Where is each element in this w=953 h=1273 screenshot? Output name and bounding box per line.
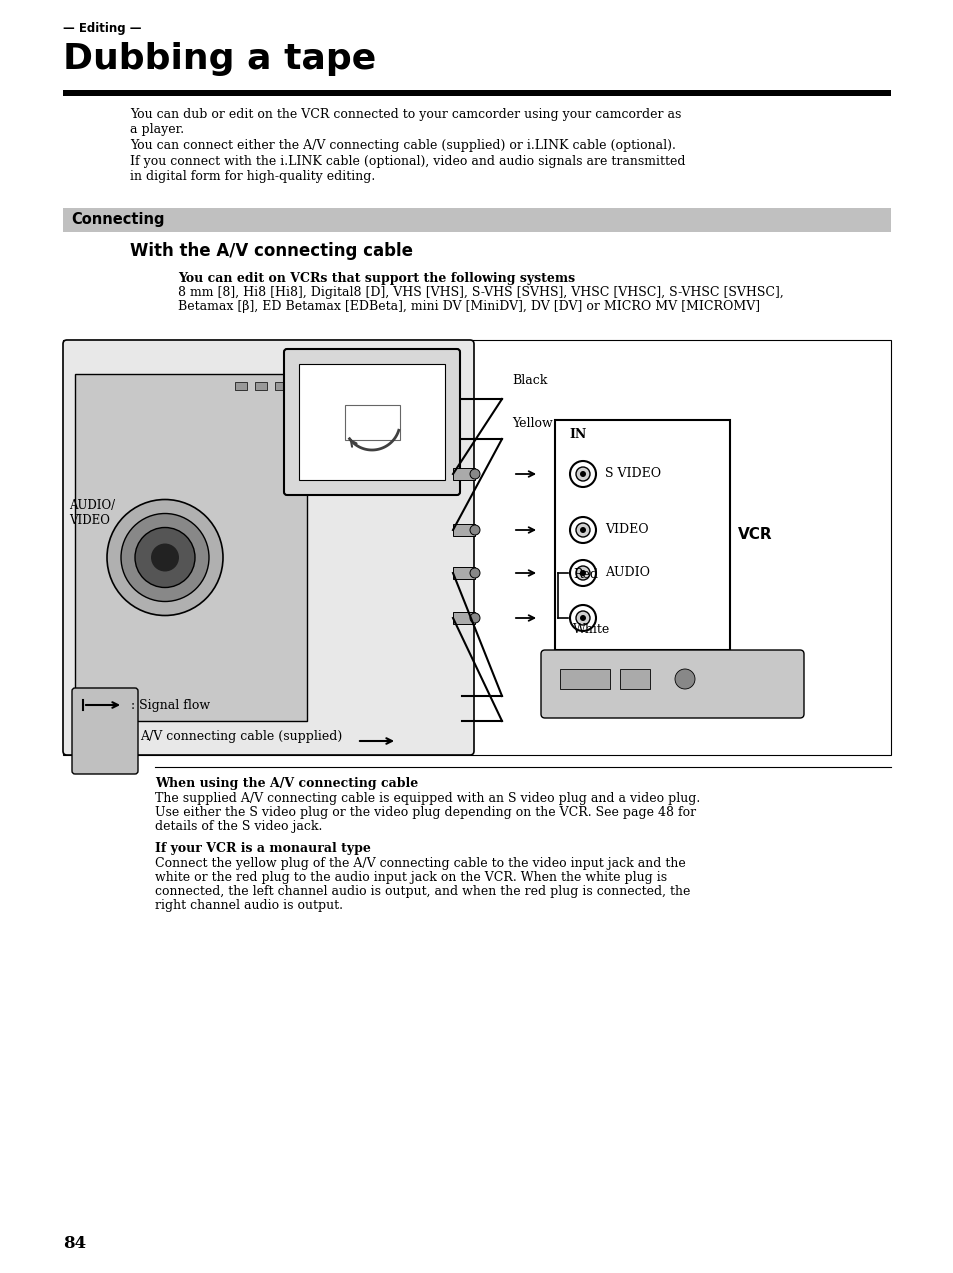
Bar bbox=[63, 340, 890, 755]
Circle shape bbox=[569, 517, 596, 544]
Text: A/V connecting cable (supplied): A/V connecting cable (supplied) bbox=[140, 729, 342, 743]
Text: : Signal flow: : Signal flow bbox=[131, 699, 210, 712]
Bar bbox=[234, 382, 247, 390]
Circle shape bbox=[576, 566, 589, 580]
Bar bbox=[453, 612, 475, 624]
Text: White: White bbox=[573, 622, 610, 636]
Text: AUDIO: AUDIO bbox=[604, 566, 649, 579]
FancyBboxPatch shape bbox=[540, 651, 803, 718]
Circle shape bbox=[576, 611, 589, 625]
Text: in digital form for high-quality editing.: in digital form for high-quality editing… bbox=[130, 171, 375, 183]
Circle shape bbox=[121, 513, 209, 602]
Text: When using the A/V connecting cable: When using the A/V connecting cable bbox=[154, 777, 417, 791]
Circle shape bbox=[579, 615, 585, 621]
Circle shape bbox=[135, 527, 194, 588]
Circle shape bbox=[569, 560, 596, 586]
Circle shape bbox=[576, 467, 589, 481]
Bar bbox=[453, 566, 475, 579]
Circle shape bbox=[470, 614, 479, 622]
Circle shape bbox=[579, 527, 585, 533]
Bar bbox=[345, 405, 399, 440]
Text: If you connect with the i.LINK cable (optional), video and audio signals are tra: If you connect with the i.LINK cable (op… bbox=[130, 154, 685, 168]
Bar bbox=[453, 468, 475, 480]
Text: If your VCR is a monaural type: If your VCR is a monaural type bbox=[154, 841, 371, 855]
Text: You can dub or edit on the VCR connected to your camcorder using your camcorder : You can dub or edit on the VCR connected… bbox=[130, 108, 680, 121]
FancyBboxPatch shape bbox=[63, 340, 474, 755]
Bar bbox=[453, 524, 475, 536]
Circle shape bbox=[470, 468, 479, 479]
Text: Connecting: Connecting bbox=[71, 213, 164, 227]
Text: Connect the yellow plug of the A/V connecting cable to the video input jack and : Connect the yellow plug of the A/V conne… bbox=[154, 857, 685, 869]
Text: You can edit on VCRs that support the following systems: You can edit on VCRs that support the fo… bbox=[178, 272, 575, 285]
Text: Yellow: Yellow bbox=[512, 418, 552, 430]
Text: Use either the S video plug or the video plug depending on the VCR. See page 48 : Use either the S video plug or the video… bbox=[154, 806, 696, 819]
Bar bbox=[63, 207, 890, 232]
Text: 84: 84 bbox=[63, 1235, 86, 1253]
Text: VIDEO: VIDEO bbox=[604, 523, 648, 536]
Bar bbox=[254, 382, 267, 390]
Circle shape bbox=[470, 524, 479, 535]
Bar bbox=[619, 670, 649, 689]
Text: right channel audio is output.: right channel audio is output. bbox=[154, 899, 343, 911]
Circle shape bbox=[151, 544, 179, 572]
Circle shape bbox=[569, 605, 596, 631]
Circle shape bbox=[470, 568, 479, 578]
Text: white or the red plug to the audio input jack on the VCR. When the white plug is: white or the red plug to the audio input… bbox=[154, 871, 666, 883]
Circle shape bbox=[579, 570, 585, 575]
Circle shape bbox=[576, 523, 589, 537]
Bar bbox=[63, 90, 890, 95]
FancyBboxPatch shape bbox=[71, 687, 138, 774]
Text: 8 mm [8], Hi8 [Hi8], Digital8 [D], VHS [VHS], S-VHS [SVHS], VHSC [VHSC], S-VHSC : 8 mm [8], Hi8 [Hi8], Digital8 [D], VHS [… bbox=[178, 286, 783, 299]
Circle shape bbox=[569, 461, 596, 488]
Text: Betamax [β], ED Betamax [EDBeta], mini DV [MiniDV], DV [DV] or MICRO MV [MICROMV: Betamax [β], ED Betamax [EDBeta], mini D… bbox=[178, 300, 760, 313]
Bar bbox=[555, 420, 729, 651]
Circle shape bbox=[579, 471, 585, 477]
Text: Black: Black bbox=[512, 374, 547, 387]
Text: details of the S video jack.: details of the S video jack. bbox=[154, 820, 322, 833]
Text: Red: Red bbox=[573, 568, 598, 580]
Text: Dubbing a tape: Dubbing a tape bbox=[63, 42, 375, 76]
Bar bbox=[559, 670, 609, 689]
Text: The supplied A/V connecting cable is equipped with an S video plug and a video p: The supplied A/V connecting cable is equ… bbox=[154, 792, 700, 805]
Text: connected, the left channel audio is output, and when the red plug is connected,: connected, the left channel audio is out… bbox=[154, 885, 690, 897]
Bar bbox=[75, 374, 307, 721]
Text: With the A/V connecting cable: With the A/V connecting cable bbox=[130, 242, 413, 260]
Text: IN: IN bbox=[568, 428, 586, 440]
Circle shape bbox=[107, 499, 223, 616]
Text: S VIDEO: S VIDEO bbox=[604, 467, 660, 480]
Text: You can connect either the A/V connecting cable (supplied) or i.LINK cable (opti: You can connect either the A/V connectin… bbox=[130, 139, 675, 151]
Circle shape bbox=[675, 670, 695, 689]
Bar bbox=[298, 364, 444, 480]
Text: AUDIO/
VIDEO: AUDIO/ VIDEO bbox=[69, 499, 115, 527]
Bar bbox=[274, 382, 287, 390]
Text: — Editing —: — Editing — bbox=[63, 22, 141, 34]
Text: VCR: VCR bbox=[738, 527, 772, 542]
Text: a player.: a player. bbox=[130, 123, 184, 136]
FancyBboxPatch shape bbox=[284, 349, 459, 495]
